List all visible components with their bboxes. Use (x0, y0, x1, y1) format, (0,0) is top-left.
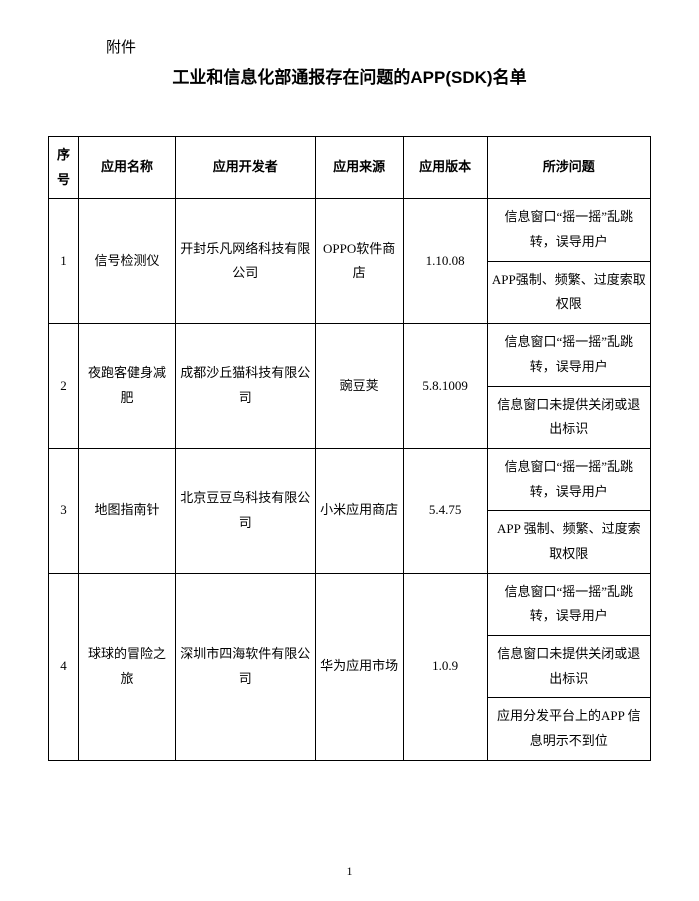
attachment-label: 附件 (106, 36, 651, 57)
document-title: 工业和信息化部通报存在问题的APP(SDK)名单 (48, 63, 651, 88)
cell-version: 1.10.08 (403, 199, 487, 324)
cell-developer: 成都沙丘猫科技有限公司 (175, 324, 315, 449)
cell-source: OPPO软件商店 (315, 199, 403, 324)
cell-source: 豌豆荚 (315, 324, 403, 449)
cell-name: 地图指南针 (79, 448, 176, 573)
cell-issue: 信息窗口“摇一摇”乱跳转，误导用户 (487, 324, 650, 386)
page-number: 1 (0, 864, 699, 879)
cell-name: 信号检测仪 (79, 199, 176, 324)
cell-version: 1.0.9 (403, 573, 487, 760)
cell-developer: 深圳市四海软件有限公司 (175, 573, 315, 760)
cell-version: 5.8.1009 (403, 324, 487, 449)
table-row: 4球球的冒险之旅深圳市四海软件有限公司华为应用市场1.0.9信息窗口“摇一摇”乱… (49, 573, 651, 635)
table-row: 1信号检测仪开封乐凡网络科技有限公司OPPO软件商店1.10.08信息窗口“摇一… (49, 199, 651, 261)
cell-issue: 信息窗口“摇一摇”乱跳转，误导用户 (487, 199, 650, 261)
cell-issue: APP 强制、频繁、过度索取权限 (487, 511, 650, 573)
table-body: 1信号检测仪开封乐凡网络科技有限公司OPPO软件商店1.10.08信息窗口“摇一… (49, 199, 651, 760)
col-header-version: 应用版本 (403, 137, 487, 199)
cell-index: 3 (49, 448, 79, 573)
col-header-name: 应用名称 (79, 137, 176, 199)
cell-name: 球球的冒险之旅 (79, 573, 176, 760)
table-header: 序号 应用名称 应用开发者 应用来源 应用版本 所涉问题 (49, 137, 651, 199)
cell-name: 夜跑客健身减肥 (79, 324, 176, 449)
cell-issue: 信息窗口未提供关闭或退出标识 (487, 386, 650, 448)
table-row: 3地图指南针北京豆豆鸟科技有限公司小米应用商店5.4.75信息窗口“摇一摇”乱跳… (49, 448, 651, 510)
cell-developer: 北京豆豆鸟科技有限公司 (175, 448, 315, 573)
cell-issue: APP强制、频繁、过度索取权限 (487, 261, 650, 323)
col-header-index: 序号 (49, 137, 79, 199)
cell-issue: 应用分发平台上的APP 信息明示不到位 (487, 698, 650, 760)
cell-source: 小米应用商店 (315, 448, 403, 573)
document-page: 附件 工业和信息化部通报存在问题的APP(SDK)名单 序号 应用名称 应用开发… (0, 0, 699, 901)
cell-index: 4 (49, 573, 79, 760)
cell-index: 1 (49, 199, 79, 324)
app-issue-table: 序号 应用名称 应用开发者 应用来源 应用版本 所涉问题 1信号检测仪开封乐凡网… (48, 136, 651, 761)
cell-source: 华为应用市场 (315, 573, 403, 760)
col-header-issues: 所涉问题 (487, 137, 650, 199)
cell-developer: 开封乐凡网络科技有限公司 (175, 199, 315, 324)
cell-issue: 信息窗口“摇一摇”乱跳转，误导用户 (487, 448, 650, 510)
table-row: 2夜跑客健身减肥成都沙丘猫科技有限公司豌豆荚5.8.1009信息窗口“摇一摇”乱… (49, 324, 651, 386)
cell-index: 2 (49, 324, 79, 449)
cell-issue: 信息窗口“摇一摇”乱跳转，误导用户 (487, 573, 650, 635)
cell-version: 5.4.75 (403, 448, 487, 573)
col-header-source: 应用来源 (315, 137, 403, 199)
col-header-developer: 应用开发者 (175, 137, 315, 199)
cell-issue: 信息窗口未提供关闭或退出标识 (487, 636, 650, 698)
